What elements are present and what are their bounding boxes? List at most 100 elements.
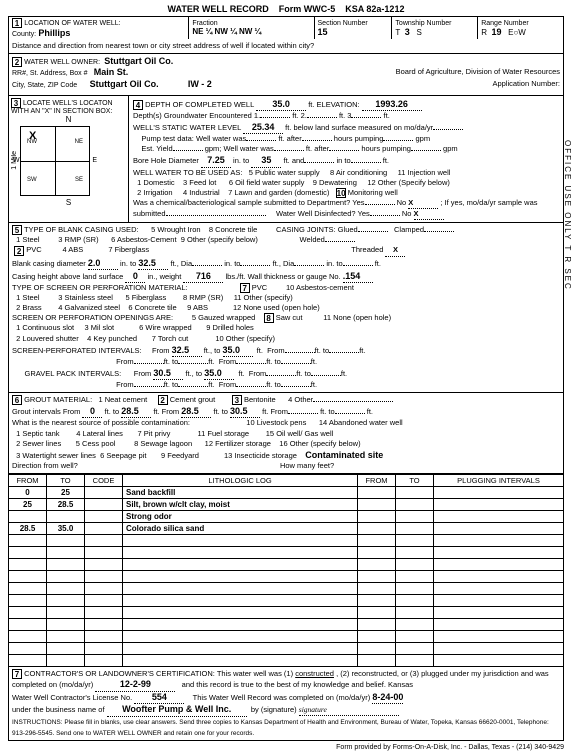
page: WATER WELL RECORD Form WWC-5 KSA 82a-121… xyxy=(0,0,572,755)
c9: 9 Other (specify below) xyxy=(181,235,258,244)
bcd: Blank casing diameter xyxy=(12,259,86,268)
gi-f1: 0 xyxy=(82,405,102,418)
o1: 1 Continuous slot xyxy=(16,323,74,332)
sec4-num: 4 xyxy=(133,100,143,110)
pump4: gpm xyxy=(416,134,431,143)
bcd-to-v: 32.5 xyxy=(138,257,168,270)
comp2: and this record is true to the best of m… xyxy=(182,680,413,689)
gi-to: ft. to xyxy=(105,407,120,416)
table-row xyxy=(9,547,564,559)
gw3: ft. 3 xyxy=(339,111,352,120)
pump2b: ft. after xyxy=(306,144,329,153)
table-row xyxy=(9,619,564,631)
u8: 8 Air conditioning xyxy=(330,168,387,177)
spi: SCREEN-PERFORATED INTERVALS: xyxy=(12,346,142,355)
r15: 15 Oil well/ Gas well xyxy=(266,429,334,438)
gi-ft2: ft. From xyxy=(262,407,288,416)
o5: 5 Gauzed wrapped xyxy=(192,313,255,322)
table-row xyxy=(9,535,564,547)
cha-in: in., weight xyxy=(148,272,182,281)
sec5-num: 5 xyxy=(12,225,22,235)
p1: 1 Steel xyxy=(16,293,39,302)
table-row xyxy=(9,607,564,619)
h-to2: TO xyxy=(396,475,434,487)
lic-v: 554 xyxy=(134,692,184,705)
table-row xyxy=(9,655,564,667)
owner-city: Stuttgart Oil Co. xyxy=(90,79,159,91)
clamp: Clamped xyxy=(394,225,424,234)
p2: 2 Brass xyxy=(16,303,41,312)
p12: 12 None used (open hole) xyxy=(233,303,320,312)
o6: 6 Wire wrapped xyxy=(139,323,192,332)
o3: 3 Mil slot xyxy=(85,323,115,332)
distance-row: Distance and direction from nearest town… xyxy=(8,39,564,54)
bcd-in2: in. to xyxy=(326,259,342,268)
pump3: hours pumping xyxy=(334,134,384,143)
cj: CASING JOINTS: Glued xyxy=(276,225,358,234)
section-4: 4 DEPTH OF COMPLETED WELL 35.0 ft. ELEVA… xyxy=(129,96,563,222)
u1: 1 Domestic xyxy=(137,178,175,187)
c4: 4 ABS xyxy=(62,245,83,254)
sec1-num: 1 xyxy=(12,18,22,28)
sec7-num: 7 xyxy=(12,669,22,679)
dis-x: X xyxy=(414,209,444,220)
sig: by (signature) xyxy=(251,705,297,714)
spi-from: From xyxy=(152,346,170,355)
bcd-ft: ft., Dia xyxy=(170,259,192,268)
c-ne: NE xyxy=(75,139,83,145)
form-ksa: KSA 82a-1212 xyxy=(345,4,404,14)
gi-t2: 30.5 xyxy=(230,405,260,418)
u10-box: 10 xyxy=(336,188,346,198)
owner-label: WATER WELL OWNER: xyxy=(24,59,100,66)
r4: 4 Lateral lines xyxy=(76,429,123,438)
bore4: ft. and xyxy=(284,156,305,165)
gi-ft: ft. From xyxy=(153,407,179,416)
footer: Form provided by Forms-On-A-Disk, Inc. -… xyxy=(8,744,564,751)
board-text: Board of Agriculture, Division of Water … xyxy=(396,67,560,77)
c2: PVC xyxy=(26,245,41,254)
r13: 13 Insecticide storage xyxy=(224,451,297,460)
c6: 6 Asbestos-Cement xyxy=(111,235,176,244)
form-code: Form WWC-5 xyxy=(279,4,336,14)
if: ; If yes, mo/da/yr sample was xyxy=(440,198,537,207)
sec2-num: 2 xyxy=(12,57,22,67)
sec6-num: 6 xyxy=(12,395,22,405)
bore-val: 7.25 xyxy=(201,154,231,167)
owner-iw: IW - 2 xyxy=(188,79,212,91)
r8: 8 Sewage lagoon xyxy=(134,439,192,448)
p9: 9 ABS xyxy=(187,303,208,312)
comp-v: 12-2-99 xyxy=(95,679,175,692)
bore6: ft. xyxy=(383,156,389,165)
h-plug: PLUGGING INTERVALS xyxy=(434,475,564,487)
table-row: 28.535.0Colorado silica sand xyxy=(9,523,564,535)
log-header-row: FROM TO CODE LITHOLOGIC LOG FROM TO PLUG… xyxy=(9,475,564,487)
dir: Direction from well? xyxy=(12,461,78,470)
owner-name: Stuttgart Oil Co. xyxy=(104,56,173,68)
constructed: constructed xyxy=(295,669,334,678)
gi-ft4: ft. xyxy=(367,407,373,416)
cha-w: 716 xyxy=(183,270,223,283)
addr-label: RR#, St. Address, Box # xyxy=(12,70,87,77)
sec3-num: 3 xyxy=(11,98,21,108)
table-row xyxy=(9,595,564,607)
u9: 9 Dewatering xyxy=(313,178,357,187)
county-label: County: xyxy=(12,31,36,38)
c-sw: SW xyxy=(27,177,37,183)
hmf: How many feet? xyxy=(280,461,334,470)
est2: gpm; Well water was xyxy=(205,144,274,153)
lic2: This Water Well Record was completed on … xyxy=(193,693,371,702)
c1: 1 Steel xyxy=(16,235,39,244)
cha-v: 0 xyxy=(125,270,145,283)
lithologic-table: FROM TO CODE LITHOLOGIC LOG FROM TO PLUG… xyxy=(8,474,564,667)
r7: 7 Pit privy xyxy=(138,429,171,438)
g2: Cement grout xyxy=(170,395,215,404)
gi-t1: 28.5 xyxy=(121,405,151,418)
sub: submitted xyxy=(133,209,166,218)
bore3: 35 xyxy=(251,154,281,167)
pump: Pump test data: Well water was xyxy=(141,134,246,143)
cha-lbs: lbs./ft. Wall thickness or gauge No. xyxy=(225,272,340,281)
bcd-ft3: ft. xyxy=(375,259,381,268)
section-value: 15 xyxy=(318,27,328,37)
gi-f2: 28.5 xyxy=(181,405,211,418)
h-from2: FROM xyxy=(358,475,396,487)
